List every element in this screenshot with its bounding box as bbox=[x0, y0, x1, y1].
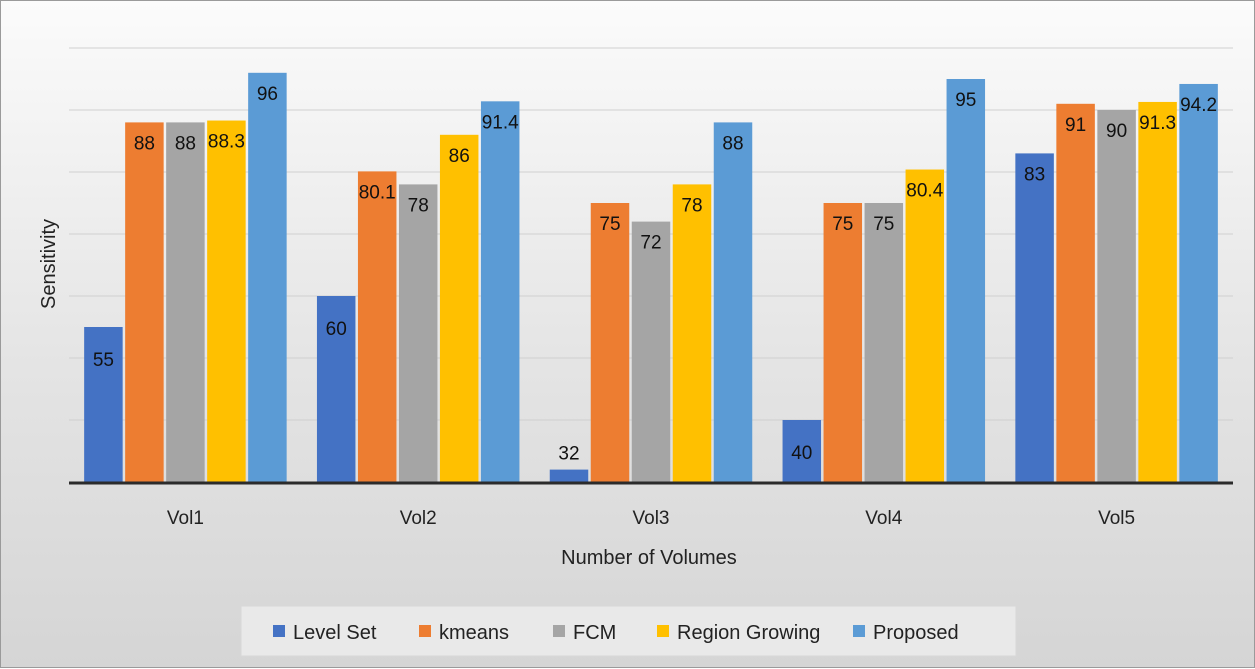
data-label: 88 bbox=[175, 133, 196, 154]
data-label: 90 bbox=[1106, 121, 1127, 142]
x-tick-label: Vol2 bbox=[400, 508, 437, 529]
data-label: 80.1 bbox=[359, 182, 396, 203]
data-label: 60 bbox=[326, 319, 347, 340]
bar bbox=[713, 122, 753, 483]
bar bbox=[549, 469, 589, 482]
legend-label: Proposed bbox=[873, 622, 959, 644]
x-tick-label: Vol3 bbox=[633, 508, 670, 529]
x-axis-title: Number of Volumes bbox=[561, 547, 737, 569]
data-label: 96 bbox=[257, 84, 278, 105]
bar bbox=[398, 184, 438, 482]
legend-label: Region Growing bbox=[677, 622, 820, 644]
legend-swatch bbox=[657, 625, 669, 637]
data-label: 91.4 bbox=[482, 112, 519, 133]
bar bbox=[1056, 103, 1095, 483]
x-tick-labels: Vol1 Vol2 Vol3 Vol4 Vol5 bbox=[167, 508, 1135, 529]
y-axis-title: Sensitivity bbox=[38, 219, 60, 309]
bar bbox=[631, 221, 671, 482]
bar bbox=[864, 203, 904, 482]
bar bbox=[672, 184, 712, 482]
legend-label: kmeans bbox=[439, 622, 509, 644]
bar bbox=[823, 203, 863, 482]
data-label: 78 bbox=[681, 195, 702, 216]
bar bbox=[1097, 110, 1136, 482]
legend-label: Level Set bbox=[293, 622, 377, 644]
bar bbox=[905, 169, 945, 482]
x-tick-label: Vol1 bbox=[167, 508, 204, 529]
data-label: 32 bbox=[558, 444, 579, 465]
x-tick-label: Vol5 bbox=[1098, 508, 1135, 529]
data-label: 72 bbox=[640, 233, 661, 254]
bar bbox=[1179, 83, 1218, 483]
data-labels: 55 88 88 88.3 96 60 80.1 78 86 91.4 32 75 72 78 88 40 75… bbox=[93, 84, 1217, 465]
bar bbox=[248, 72, 287, 483]
bar bbox=[84, 327, 123, 482]
bar bbox=[590, 203, 630, 482]
legend-swatch bbox=[553, 625, 565, 637]
data-label: 80.4 bbox=[906, 181, 943, 202]
data-label: 88 bbox=[722, 133, 743, 154]
data-label: 91.3 bbox=[1139, 113, 1176, 134]
legend: Level Set kmeans FCM Region Growing Proposed bbox=[273, 622, 959, 644]
bar bbox=[316, 296, 356, 482]
legend-swatch bbox=[853, 625, 865, 637]
bar bbox=[480, 101, 520, 482]
bar bbox=[125, 122, 164, 483]
bar bbox=[1015, 153, 1054, 482]
x-tick-label: Vol4 bbox=[865, 508, 902, 529]
data-label: 75 bbox=[599, 214, 620, 235]
data-label: 91 bbox=[1065, 115, 1086, 136]
legend-box bbox=[240, 605, 1017, 657]
data-label: 75 bbox=[832, 214, 853, 235]
data-label: 88.3 bbox=[208, 132, 245, 153]
data-label: 78 bbox=[408, 195, 429, 216]
data-label: 95 bbox=[955, 90, 976, 111]
bar bbox=[166, 122, 205, 483]
legend-label: FCM bbox=[573, 622, 616, 644]
bars bbox=[84, 72, 1218, 483]
legend-swatch bbox=[419, 625, 431, 637]
bar bbox=[207, 120, 246, 482]
bar bbox=[946, 79, 986, 482]
data-label: 55 bbox=[93, 350, 114, 371]
bar bbox=[439, 134, 479, 483]
data-label: 94.2 bbox=[1180, 95, 1217, 116]
data-label: 75 bbox=[873, 214, 894, 235]
bar bbox=[782, 420, 822, 482]
data-label: 40 bbox=[791, 443, 812, 464]
bar bbox=[357, 171, 397, 482]
bar bbox=[1138, 101, 1177, 482]
legend-swatch bbox=[273, 625, 285, 637]
data-label: 86 bbox=[449, 146, 470, 167]
data-label: 88 bbox=[134, 133, 155, 154]
data-label: 83 bbox=[1024, 164, 1045, 185]
